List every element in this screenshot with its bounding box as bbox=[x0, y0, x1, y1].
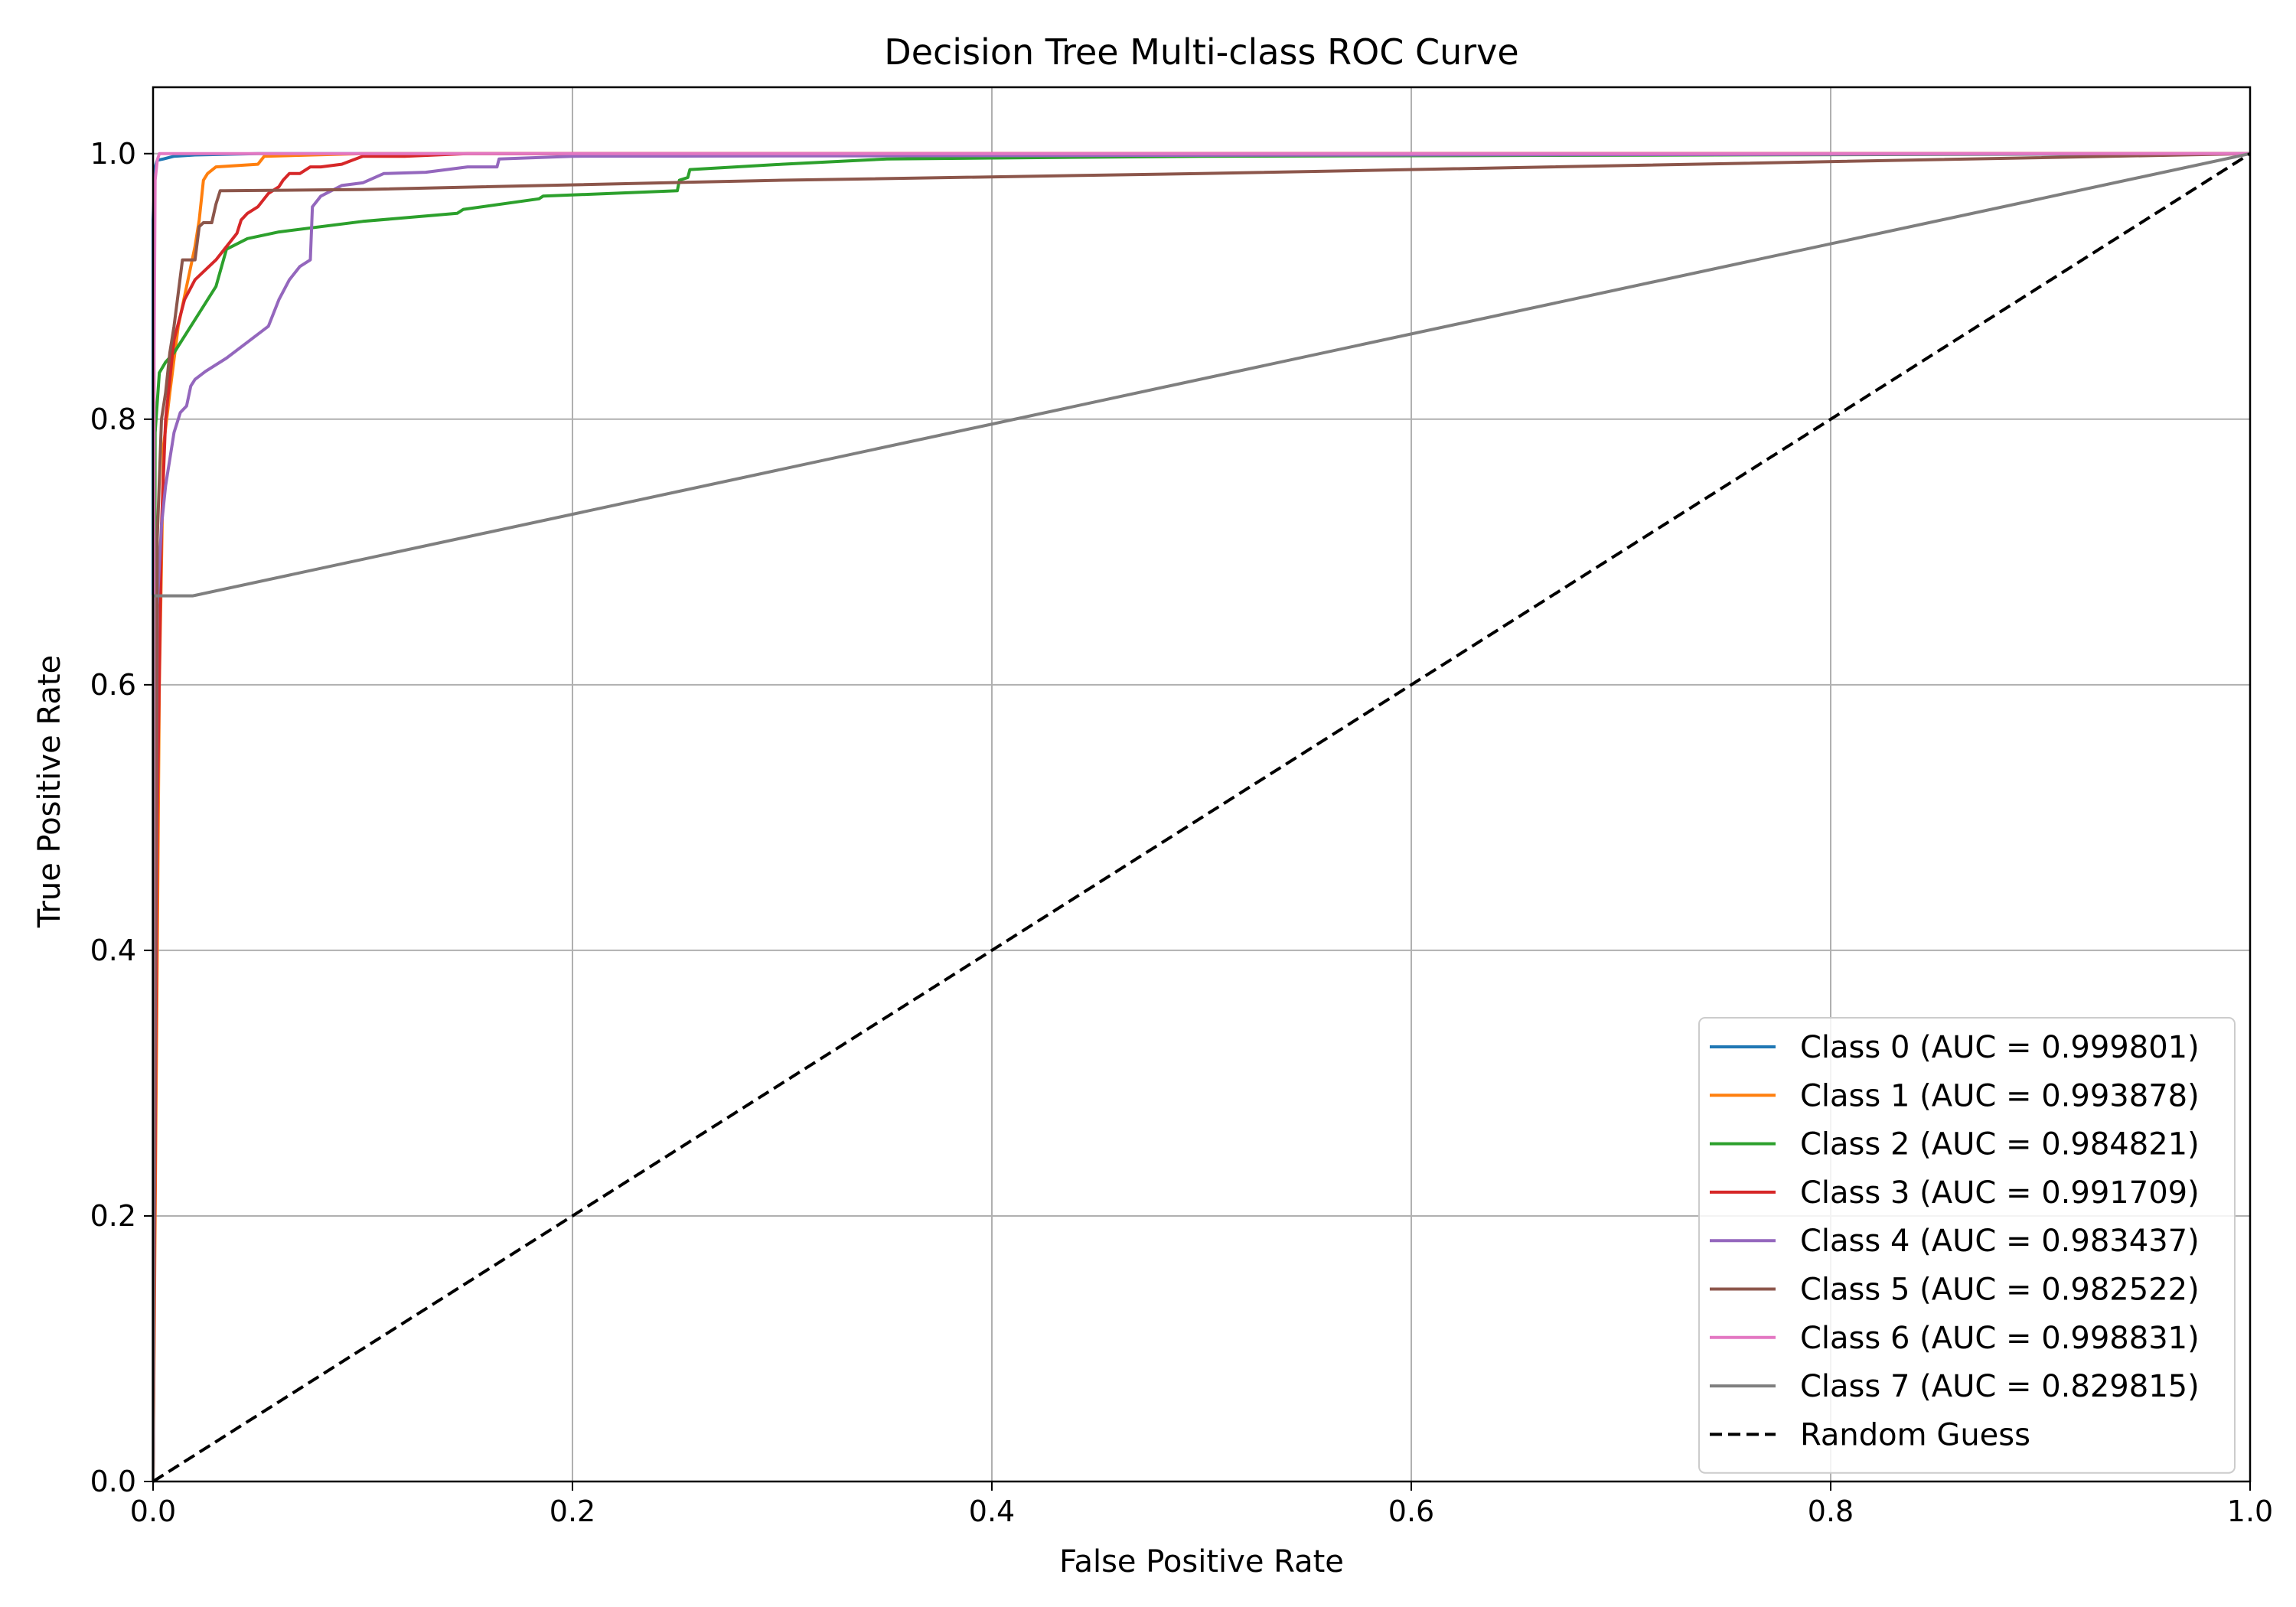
legend-label: Class 3 (AUC = 0.991709) bbox=[1800, 1175, 2200, 1211]
legend-label: Class 0 (AUC = 0.999801) bbox=[1800, 1030, 2200, 1065]
chart-title: Decision Tree Multi-class ROC Curve bbox=[884, 31, 1518, 73]
axis-ticks: 0.0 0.2 0.4 0.6 0.8 1.0 0.0 0.2 0.4 0.6 0.8 1.0 bbox=[90, 137, 2274, 1528]
legend: Class 0 (AUC = 0.999801) Class 1 (AUC = 0… bbox=[1698, 1017, 2236, 1474]
legend-label: Random Guess bbox=[1800, 1417, 2030, 1452]
legend-label: Class 2 (AUC = 0.984821) bbox=[1800, 1127, 2200, 1162]
x-axis-label: False Positive Rate bbox=[1059, 1544, 1344, 1579]
series-line-3 bbox=[152, 152, 2250, 1482]
legend-label: Class 7 (AUC = 0.829815) bbox=[1800, 1369, 2200, 1404]
x-tick-label: 1.0 bbox=[2227, 1495, 2273, 1528]
series-line-8 bbox=[152, 152, 2252, 1483]
x-tick-label: 0.8 bbox=[1808, 1495, 1854, 1528]
legend-label: Class 6 (AUC = 0.998831) bbox=[1800, 1321, 2200, 1356]
y-tick-label: 0.6 bbox=[90, 668, 136, 702]
legend-label: Class 5 (AUC = 0.982522) bbox=[1800, 1273, 2200, 1308]
y-tick-label: 0.2 bbox=[90, 1199, 136, 1233]
series-line-5 bbox=[152, 152, 2251, 1482]
plot-frame bbox=[152, 86, 2252, 1483]
y-tick-label: 0.8 bbox=[90, 403, 136, 436]
legend-box bbox=[1698, 1017, 2236, 1474]
series-lines bbox=[152, 152, 2252, 1483]
x-tick-label: 0.2 bbox=[550, 1495, 595, 1528]
y-tick-label: 0.0 bbox=[90, 1465, 136, 1498]
x-tick-label: 0.4 bbox=[969, 1495, 1015, 1528]
x-tick-label: 0.6 bbox=[1388, 1495, 1434, 1528]
series-line-6 bbox=[152, 152, 2250, 1482]
y-tick-label: 0.4 bbox=[90, 934, 136, 967]
series-line-4 bbox=[152, 152, 2251, 1482]
y-axis-label: True Positive Rate bbox=[32, 655, 67, 928]
y-tick-label: 1.0 bbox=[90, 137, 136, 171]
legend-label: Class 1 (AUC = 0.993878) bbox=[1800, 1078, 2200, 1113]
x-tick-label: 0.0 bbox=[130, 1495, 176, 1528]
grid bbox=[152, 87, 2251, 1482]
legend-label: Class 4 (AUC = 0.983437) bbox=[1800, 1224, 2200, 1259]
